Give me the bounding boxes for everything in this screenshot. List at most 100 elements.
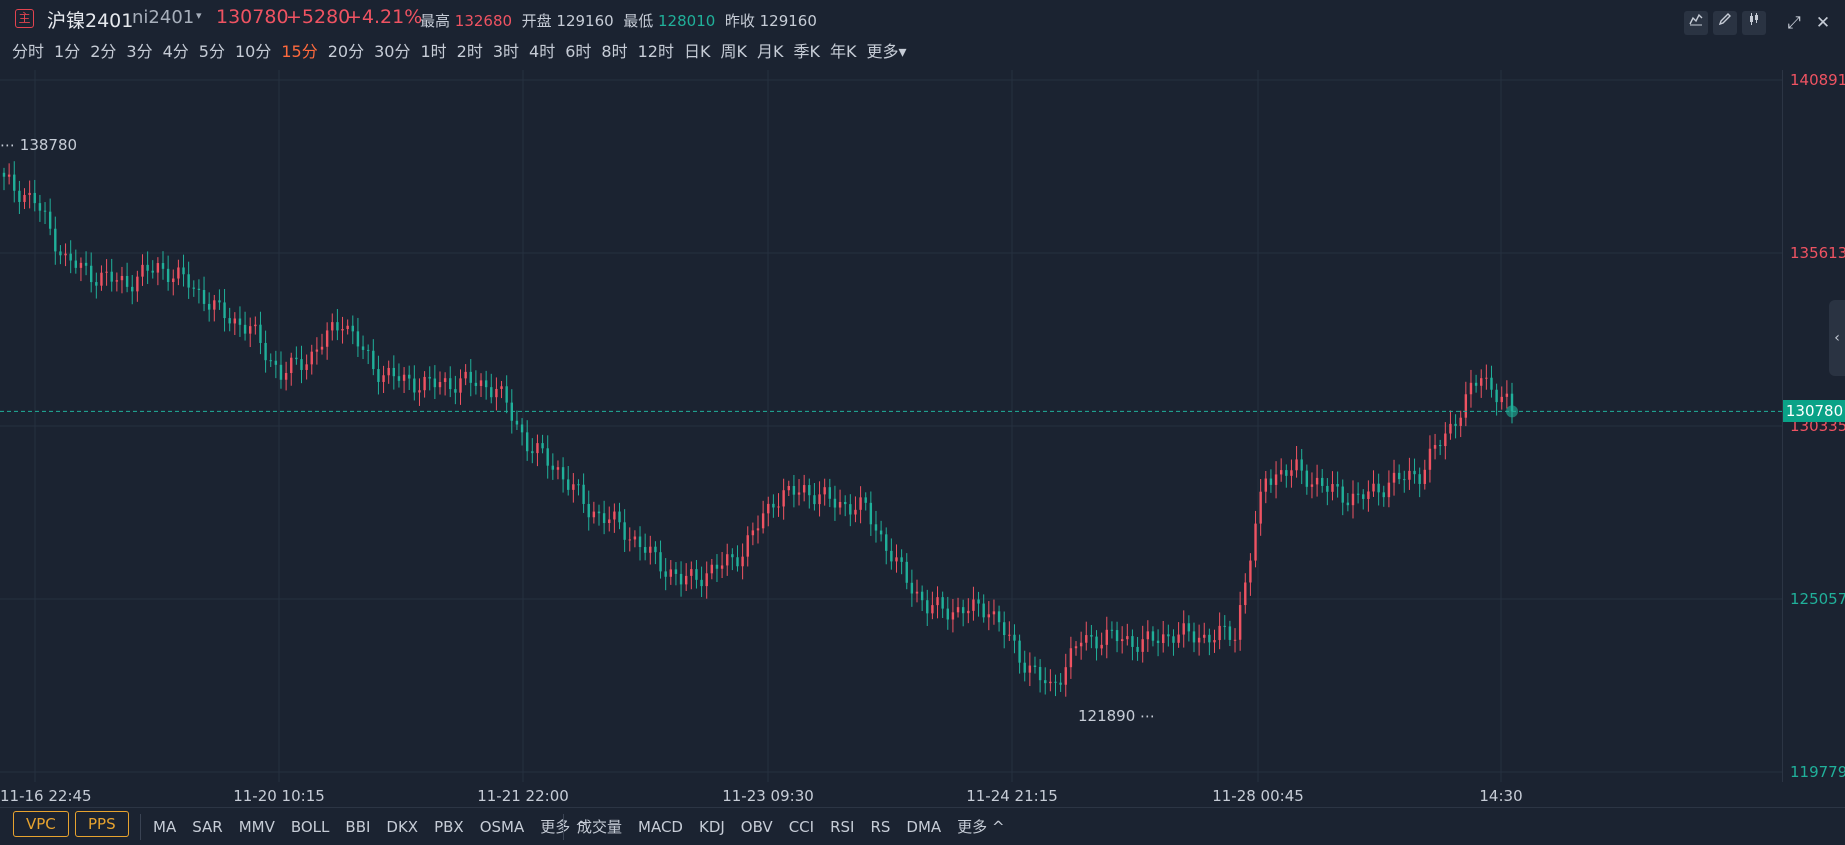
candle-body[interactable] (659, 552, 662, 572)
sub-indicators-item[interactable]: RS (870, 818, 891, 836)
candle-body[interactable] (1213, 640, 1216, 643)
candle-body[interactable] (166, 268, 170, 283)
candle-body[interactable] (418, 390, 421, 393)
candle-body[interactable] (1408, 470, 1411, 480)
candle-body[interactable] (1192, 631, 1196, 643)
candle-body[interactable] (910, 582, 914, 594)
candle-body[interactable] (1505, 393, 1509, 397)
sub-indicators-item[interactable]: DMA (906, 818, 942, 836)
candle-body[interactable] (1326, 485, 1329, 492)
candle-body[interactable] (336, 322, 339, 331)
chart-canvas[interactable] (0, 70, 1782, 782)
sub-indicators-item[interactable]: 成交量 (577, 818, 623, 836)
candle-body[interactable] (828, 487, 832, 499)
candle-body[interactable] (1438, 445, 1442, 447)
candle-body[interactable] (813, 495, 816, 505)
candle-body[interactable] (131, 286, 134, 292)
sub-indicators-item[interactable]: 更多 ^ (957, 818, 1005, 836)
candle-body[interactable] (920, 591, 924, 601)
candle-body[interactable] (520, 424, 524, 433)
candle-body[interactable] (433, 378, 437, 388)
candle-body[interactable] (218, 300, 221, 303)
candle-body[interactable] (341, 329, 344, 331)
candle-body[interactable] (161, 263, 165, 269)
candle-body[interactable] (690, 569, 693, 576)
candle-body[interactable] (1244, 582, 1247, 606)
period-12[interactable]: 3时 (492, 42, 520, 61)
candle-body[interactable] (64, 253, 67, 256)
candle-body[interactable] (1300, 459, 1303, 471)
period-0[interactable]: 分时 (12, 42, 45, 61)
candle-body[interactable] (474, 382, 478, 386)
candle-body[interactable] (1228, 626, 1232, 640)
candle-body[interactable] (1172, 636, 1175, 643)
candle-body[interactable] (1156, 640, 1160, 643)
candle-body[interactable] (905, 561, 908, 583)
candle-body[interactable] (1115, 630, 1119, 642)
candle-body[interactable] (1238, 605, 1242, 640)
candle-body[interactable] (885, 534, 888, 551)
candle-body[interactable] (382, 375, 385, 382)
candle-body[interactable] (1392, 472, 1396, 483)
candle-body[interactable] (587, 503, 590, 518)
candle-body[interactable] (1285, 470, 1288, 476)
candle-body[interactable] (490, 387, 493, 398)
period-5[interactable]: 5分 (198, 42, 225, 61)
candle-body[interactable] (1131, 636, 1134, 647)
candle-body[interactable] (1269, 478, 1273, 485)
period-17[interactable]: 日K (683, 42, 711, 61)
candle-body[interactable] (900, 557, 903, 562)
candle-body[interactable] (1008, 634, 1011, 636)
candle-body[interactable] (269, 360, 272, 362)
candle-body[interactable] (1346, 502, 1350, 506)
candle-body[interactable] (182, 267, 185, 275)
candle-body[interactable] (1474, 382, 1478, 386)
candle-body[interactable] (1162, 634, 1165, 643)
candle-body[interactable] (684, 575, 688, 585)
candle-body[interactable] (1182, 623, 1185, 635)
candle-body[interactable] (259, 324, 262, 343)
candle-body[interactable] (13, 174, 16, 191)
candle-body[interactable] (674, 569, 678, 574)
pps-button[interactable]: PPS (75, 811, 129, 837)
candle-body[interactable] (982, 603, 985, 618)
candle-body[interactable] (1305, 470, 1309, 487)
candle-body[interactable] (967, 610, 970, 614)
candle-body[interactable] (1079, 642, 1083, 647)
candle-body[interactable] (1336, 484, 1339, 487)
candle-body[interactable] (295, 357, 298, 360)
candle-body[interactable] (1418, 474, 1421, 484)
candle-body[interactable] (1264, 478, 1267, 492)
candle-body[interactable] (95, 282, 98, 286)
candle-body[interactable] (1279, 470, 1283, 475)
candle-body[interactable] (423, 376, 426, 391)
candle-body[interactable] (1167, 634, 1170, 637)
period-19[interactable]: 月K (756, 42, 784, 61)
candle-body[interactable] (1480, 378, 1483, 386)
candle-body[interactable] (1233, 639, 1237, 641)
candle-body[interactable] (213, 300, 216, 310)
candle-body[interactable] (356, 331, 360, 347)
candle-body[interactable] (1315, 477, 1319, 485)
candle-body[interactable] (1387, 482, 1391, 498)
candle-body[interactable] (1197, 637, 1201, 643)
main-indicators-item[interactable]: BBI (345, 818, 371, 836)
candle-body[interactable] (172, 278, 175, 283)
candle-body[interactable] (972, 599, 975, 611)
candle-body[interactable] (879, 530, 883, 535)
candle-body[interactable] (1290, 470, 1293, 476)
candle-body[interactable] (387, 367, 390, 376)
candle-body[interactable] (284, 373, 288, 380)
chevron-left-icon[interactable]: ‹ (1829, 300, 1845, 376)
candle-body[interactable] (782, 490, 785, 507)
candle-body[interactable] (941, 597, 944, 609)
candlestick-chart[interactable]: ⋯ 138780 121890 ⋯ (0, 70, 1782, 782)
candle-body[interactable] (951, 612, 955, 620)
candle-body[interactable] (936, 597, 939, 606)
candle-body[interactable] (1249, 560, 1252, 583)
candle-body[interactable] (577, 484, 580, 486)
candle-body[interactable] (864, 497, 867, 503)
symbol-code[interactable]: ni2401 (132, 7, 195, 28)
candle-body[interactable] (1208, 634, 1211, 643)
candle-body[interactable] (541, 443, 544, 449)
